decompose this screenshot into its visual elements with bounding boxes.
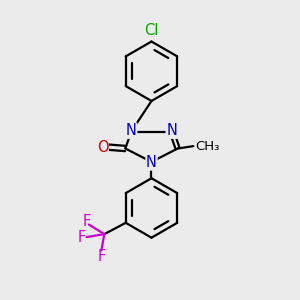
Text: N: N — [146, 155, 157, 170]
Text: O: O — [97, 140, 108, 154]
Text: CH₃: CH₃ — [196, 140, 220, 153]
Text: N: N — [166, 123, 177, 138]
Text: N: N — [126, 123, 137, 138]
Text: F: F — [82, 214, 91, 229]
Text: F: F — [78, 230, 86, 244]
Text: F: F — [97, 249, 106, 264]
Text: Cl: Cl — [144, 23, 159, 38]
